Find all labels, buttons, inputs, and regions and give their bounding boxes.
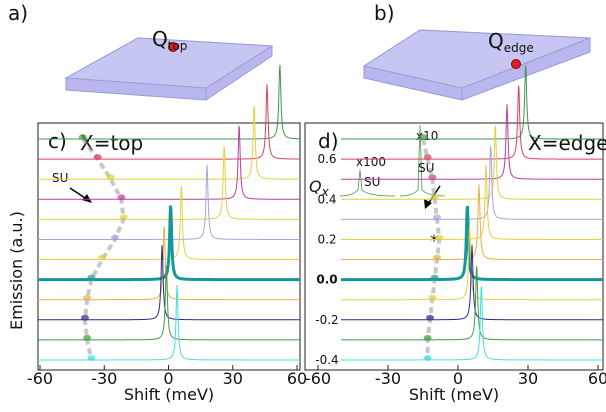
x-tick-label: 60 xyxy=(287,369,307,388)
su-peak xyxy=(423,334,432,341)
trace xyxy=(38,125,300,200)
q-sub: edge xyxy=(504,41,534,55)
trace xyxy=(341,226,603,301)
panel-label: d) xyxy=(318,129,339,153)
annotation: X=top xyxy=(80,131,143,155)
su-peak xyxy=(83,294,92,301)
su-peak xyxy=(426,314,434,321)
trace xyxy=(341,266,603,341)
su-track xyxy=(421,138,442,360)
inset-label: SU xyxy=(364,175,380,189)
qx-label: Qx xyxy=(309,177,330,199)
su-peak xyxy=(419,134,427,141)
trace xyxy=(341,286,603,361)
point-label: Qtop xyxy=(152,27,187,53)
q: Q xyxy=(152,27,168,51)
su-peak xyxy=(87,354,96,361)
su-peak xyxy=(98,254,107,261)
su-peak xyxy=(87,274,96,281)
q: Q xyxy=(488,29,504,53)
panel-label: b) xyxy=(374,1,395,25)
trace xyxy=(38,285,300,361)
annotation: X=edge xyxy=(528,131,606,155)
su-peak xyxy=(433,254,441,261)
su-peak xyxy=(423,354,432,361)
trace xyxy=(341,65,603,140)
y-tick-label: 0.6 xyxy=(317,152,336,166)
y-tick-label: -0.2 xyxy=(315,313,338,327)
y-tick-label: 0.4 xyxy=(317,192,336,206)
su-peak xyxy=(83,334,92,341)
su-peak xyxy=(430,194,439,201)
su-peak xyxy=(78,134,87,141)
trace xyxy=(341,164,603,240)
slab-a xyxy=(64,37,274,101)
su-peak xyxy=(433,214,441,221)
x-tick-label: 30 xyxy=(518,369,538,388)
x-tick-label: -30 xyxy=(91,369,117,388)
su-peak xyxy=(110,234,119,241)
su-track xyxy=(81,137,126,361)
x-tick-label: 60 xyxy=(588,369,606,388)
x-tick-label: 0 xyxy=(453,369,463,388)
x-axis-label: Shift (meV) xyxy=(409,385,499,404)
x-axis-label: Shift (meV) xyxy=(124,385,214,404)
point-edge xyxy=(511,59,521,69)
su-label: SU xyxy=(52,171,68,185)
su-peak xyxy=(428,294,437,301)
arrow-head xyxy=(82,194,92,203)
trace xyxy=(341,244,603,321)
su-peak xyxy=(430,274,439,281)
su-peak xyxy=(119,214,128,221)
arrow-head xyxy=(424,199,432,209)
point-top xyxy=(168,42,178,52)
point-label: Qedge xyxy=(488,29,534,55)
q-sub: top xyxy=(168,39,188,53)
x-tick-label: 0 xyxy=(163,369,173,388)
trace xyxy=(38,205,300,282)
y-tick-label: 0.0 xyxy=(316,273,337,287)
trace xyxy=(341,104,603,180)
frame-d xyxy=(304,122,604,371)
trace xyxy=(341,145,603,220)
trace xyxy=(341,184,603,261)
x-tick-label: -60 xyxy=(305,369,331,388)
y-tick-label: 0.2 xyxy=(317,232,336,246)
trace xyxy=(38,265,300,341)
inset-scale: x100 xyxy=(356,155,386,169)
su-peak xyxy=(423,154,432,161)
su-peak xyxy=(106,174,115,181)
x-tick-label: 30 xyxy=(223,369,243,388)
panel-label: a) xyxy=(8,1,28,25)
trace xyxy=(341,85,603,160)
panel-label: c) xyxy=(48,129,67,153)
star: * xyxy=(430,231,438,250)
trace xyxy=(38,105,300,180)
su-peak xyxy=(435,234,444,241)
trace xyxy=(38,226,300,301)
su-peak xyxy=(80,314,89,321)
su-peak xyxy=(117,194,126,201)
y-axis-label: Emission (a.u.) xyxy=(7,211,26,330)
q-sub: x xyxy=(321,185,330,199)
trace xyxy=(38,245,300,321)
x-tick-label: -30 xyxy=(375,369,401,388)
q: Q xyxy=(309,177,322,196)
slab-b xyxy=(362,29,591,101)
inset-curve xyxy=(339,169,396,197)
su-peak xyxy=(428,174,437,181)
y-tick-label: -0.4 xyxy=(315,353,338,367)
trace xyxy=(341,205,603,282)
su-peak xyxy=(93,154,102,161)
x-tick-label: -60 xyxy=(27,369,53,388)
trace xyxy=(341,125,603,200)
